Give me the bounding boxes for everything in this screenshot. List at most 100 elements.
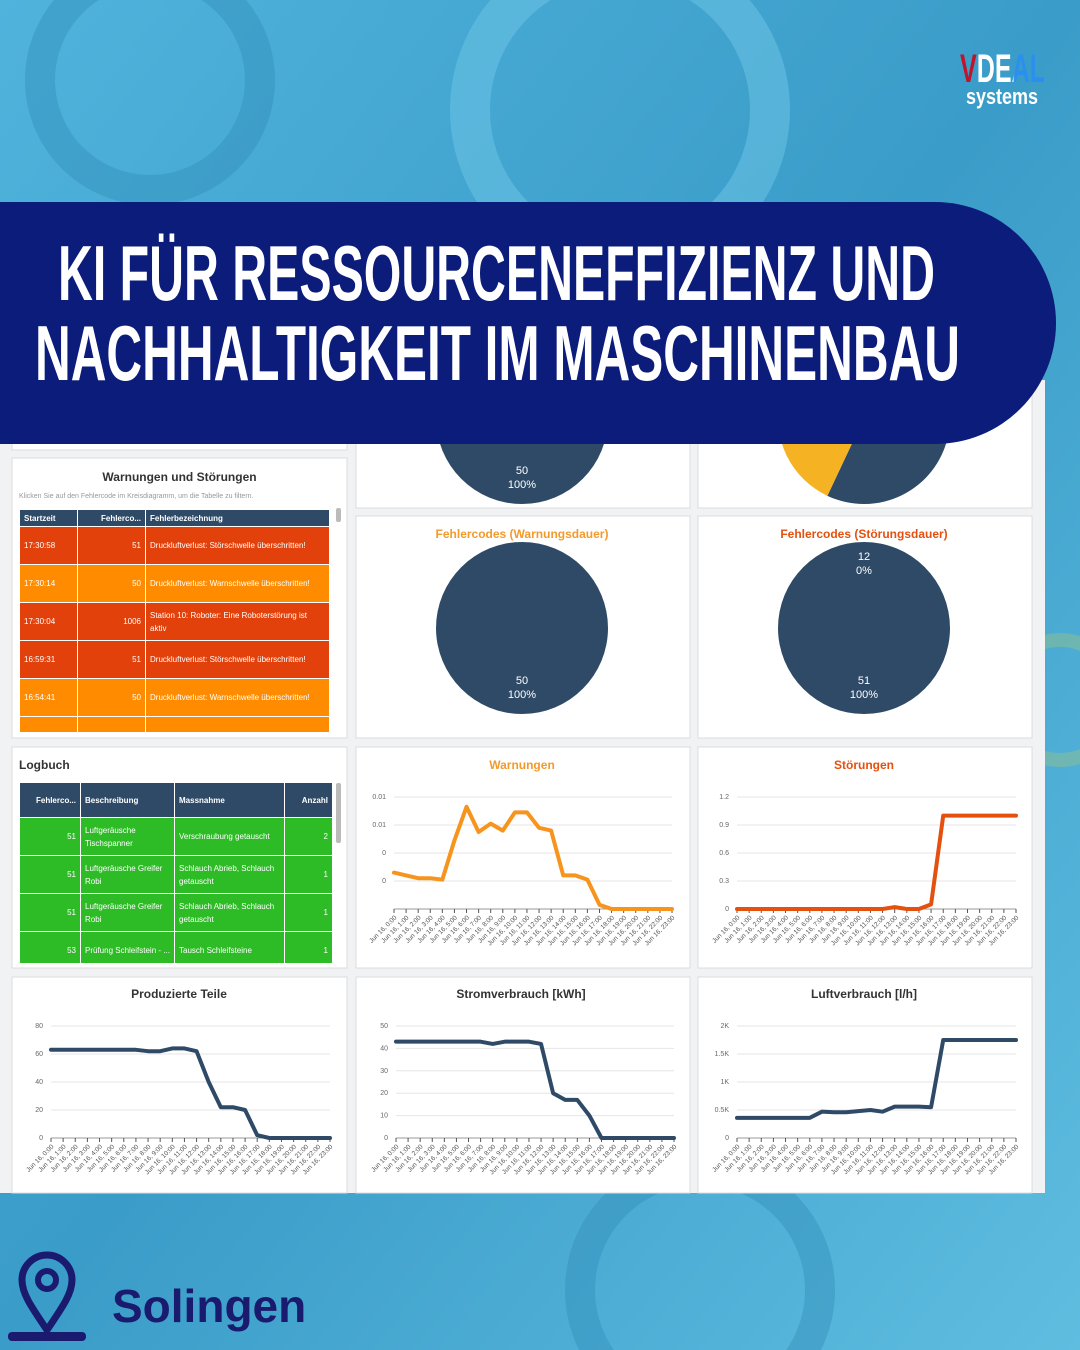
data-line <box>392 804 674 911</box>
table-row: 51 Luftgeräusche Greifer Robi Schlauch Abr… <box>20 856 333 894</box>
table-title: Logbuch <box>19 758 70 772</box>
data-line <box>735 813 1018 911</box>
header-cell: Fehlerco... <box>20 783 81 817</box>
table-row: 17:30:04 1006 Station 10: Roboter: Eine Ro… <box>20 603 330 641</box>
table-cell: Schlauch Abrieb, Schlauch getauscht <box>175 894 285 931</box>
table-cell: Druckluftverlust: Warnschwelle <box>146 717 330 732</box>
y-tick-label: 60 <box>35 1051 43 1058</box>
table-cell: Station 10: Roboter: Eine Roboterstörung… <box>146 603 330 640</box>
table-cell: 50 <box>78 679 146 716</box>
y-tick-label: 2K <box>720 1023 729 1030</box>
data-line <box>735 1038 1018 1120</box>
header-cell: Fehlerco... <box>78 510 146 526</box>
pie-label: 50 <box>516 675 528 687</box>
chart-title: Luftverbrauch [l/h] <box>811 987 917 1001</box>
pie-label: 12 <box>858 551 870 563</box>
table-cell: 51 <box>78 641 146 678</box>
table-title: Warnungen und Störungen <box>102 470 257 484</box>
table-row: 51 Luftgeräusche Tischspanner Verschraubun… <box>20 818 333 856</box>
table-cell: Luftgeräusche Greifer Robi <box>81 894 175 931</box>
table-row: 16:59:31 51 Druckluftverlust: Störschwelle… <box>20 641 330 679</box>
table-cell: Druckluftverlust: Warnschwelle überschri… <box>146 565 330 602</box>
logbook-table: Fehlerco... Beschreibung Massnahme Anzahl 51… <box>20 783 333 963</box>
table-cell <box>78 717 146 732</box>
table-row: 53 Prüfung Schleifstein - ... Tausch Schle… <box>20 932 333 963</box>
table-cell: 51 <box>20 894 81 931</box>
header-cell: Anzahl <box>285 783 333 817</box>
table-cell: 16:59:31 <box>20 641 78 678</box>
y-tick-label: 40 <box>35 1079 43 1086</box>
table-cell: 1 <box>285 894 333 931</box>
table-cell: Tausch Schleifsteine <box>175 932 285 963</box>
table-cell: 1 <box>285 932 333 963</box>
table-cell: 17:30:04 <box>20 603 78 640</box>
table-cell: Luftgeräusche Greifer Robi <box>81 856 175 893</box>
y-tick-label: 20 <box>35 1107 43 1114</box>
table-cell: 53 <box>20 932 81 963</box>
chart-title: Fehlercodes (Störungsdauer) <box>780 527 947 541</box>
table-cell: 51 <box>20 818 81 855</box>
y-tick-label: 0.5K <box>715 1107 730 1114</box>
table-header: Fehlerco... Beschreibung Massnahme Anzahl <box>20 783 333 818</box>
pie-value-label: 0% <box>856 565 872 577</box>
data-line <box>394 1039 676 1140</box>
table-cell: 50 <box>78 565 146 602</box>
y-tick-label: 0 <box>725 906 729 913</box>
y-tick-label: 1K <box>720 1079 729 1086</box>
table-row: Druckluftverlust: Warnschwelle <box>20 717 330 732</box>
y-tick-label: 40 <box>380 1045 388 1052</box>
y-tick-label: 30 <box>380 1068 388 1075</box>
chart-title: Stromverbrauch [kWh] <box>456 987 585 1001</box>
table-cell: Druckluftverlust: Störschwelle überschri… <box>146 641 330 678</box>
pie-label: 51 <box>858 675 870 687</box>
table-cell: 51 <box>78 527 146 564</box>
pie-label: 50 <box>516 465 528 477</box>
pie-value-label: 100% <box>508 689 536 701</box>
y-tick-label: 0.9 <box>719 822 729 829</box>
pie-value-label: 100% <box>850 689 878 701</box>
table-cell: Verschraubung getauscht <box>175 818 285 855</box>
table-row: 16:54:41 50 Druckluftverlust: Warnschwelle… <box>20 679 330 717</box>
y-tick-label: 0 <box>384 1135 388 1142</box>
pie-slice <box>436 542 608 714</box>
y-tick-label: 50 <box>380 1023 388 1030</box>
table-cell: 1 <box>285 856 333 893</box>
table-cell: Druckluftverlust: Warnschwelle überschri… <box>146 679 330 716</box>
table-row: 17:30:58 51 Druckluftverlust: Störschwelle… <box>20 527 330 565</box>
table-cell: Prüfung Schleifstein - ... <box>81 932 175 963</box>
header-cell: Beschreibung <box>81 783 175 817</box>
table-cell: 17:30:14 <box>20 565 78 602</box>
table-cell: 16:54:41 <box>20 679 78 716</box>
table-row: 17:30:14 50 Druckluftverlust: Warnschwelle… <box>20 565 330 603</box>
y-tick-label: 1.5K <box>715 1051 730 1058</box>
header-cell: Fehlerbezeichnung <box>146 510 330 526</box>
y-tick-label: 0.3 <box>719 878 729 885</box>
table-row: 51 Luftgeräusche Greifer Robi Schlauch Abr… <box>20 894 333 932</box>
y-tick-label: 20 <box>380 1090 388 1097</box>
y-tick-label: 10 <box>380 1113 388 1120</box>
table-cell: Luftgeräusche Tischspanner <box>81 818 175 855</box>
y-tick-label: 0.01 <box>372 794 386 801</box>
table-cell: Druckluftverlust: Störschwelle überschri… <box>146 527 330 564</box>
pie-value-label: 100% <box>508 479 536 491</box>
table-cell: 1006 <box>78 603 146 640</box>
y-tick-label: 1.2 <box>719 794 729 801</box>
y-tick-label: 0 <box>382 878 386 885</box>
y-tick-label: 80 <box>35 1023 43 1030</box>
chart-title: Störungen <box>834 758 894 772</box>
chart-title: Fehlercodes (Warnungsdauer) <box>436 527 609 541</box>
data-line <box>49 1046 332 1140</box>
table-header: Startzeit Fehlerco... Fehlerbezeichnung <box>20 510 330 527</box>
warnings-table: Startzeit Fehlerco... Fehlerbezeichnung 17:… <box>20 510 330 732</box>
y-tick-label: 0.01 <box>372 822 386 829</box>
table-cell: 2 <box>285 818 333 855</box>
table-note: Klicken Sie auf den Fehlercode im Kreisd… <box>19 493 254 500</box>
table-cell <box>20 717 78 732</box>
y-tick-label: 0.6 <box>719 850 729 857</box>
chart-title: Produzierte Teile <box>131 987 227 1001</box>
pie-slice <box>778 542 950 714</box>
y-tick-label: 0 <box>39 1135 43 1142</box>
chart-title: Warnungen <box>489 758 555 772</box>
table-cell: Schlauch Abrieb, Schlauch getauscht <box>175 856 285 893</box>
